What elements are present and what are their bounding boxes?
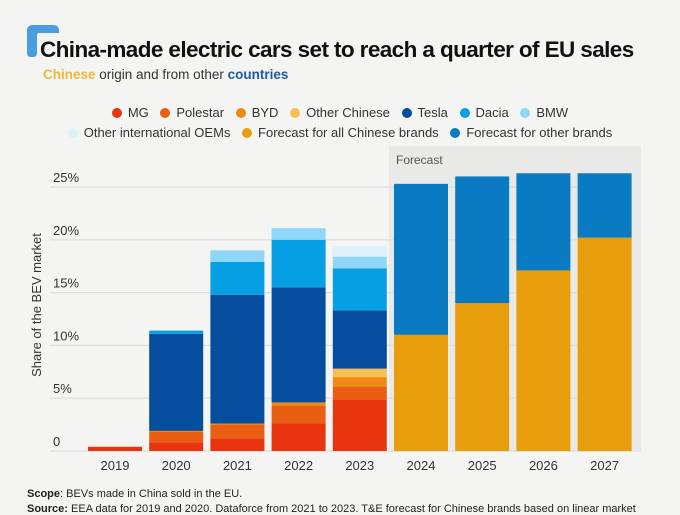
y-tick-label: 0: [53, 434, 60, 449]
bar-segment-tesla-2020: [149, 333, 204, 431]
bar-segment-dacia-2023: [332, 268, 387, 311]
legend-dot-icon: [160, 108, 171, 118]
x-tick-label: 2024: [407, 458, 436, 473]
legend-item-other-chinese: Other Chinese: [290, 103, 390, 123]
bar-segment-mg-2019: [88, 446, 142, 451]
bar-segment-tesla-2022: [271, 287, 326, 403]
bar-segment-dacia-2020: [149, 330, 204, 334]
legend-dot-icon: [111, 108, 122, 118]
legend-item-tesla: Tesla: [401, 103, 448, 123]
chart-legend: MG Polestar BYD Other Chinese Tesla Daci…: [0, 103, 680, 143]
legend-label: Other international OEMs: [83, 125, 231, 140]
bar-segment-forecast-for-other-brands-2026: [516, 173, 571, 271]
legend-dot-icon: [520, 108, 531, 118]
bar-segment-mg-2023: [332, 399, 387, 451]
legend-dot-icon: [290, 108, 301, 118]
legend-item-polestar: Polestar: [160, 103, 224, 123]
source-label: Source:: [27, 503, 68, 515]
legend-label: Forecast for all Chinese brands: [258, 125, 439, 140]
source-text: EEA data for 2019 and 2020. Dataforce fr…: [67, 503, 636, 515]
legend-label: BYD: [251, 105, 279, 120]
y-tick-label: 10%: [53, 328, 79, 343]
x-tick-label: 2025: [468, 458, 497, 473]
footer-source: Source: EEA data for 2019 and 2020. Data…: [27, 503, 636, 515]
bar-segment-dacia-2022: [271, 239, 326, 288]
bar-segment-dacia-2021: [210, 261, 265, 295]
bar-segment-forecast-for-other-brands-2024: [394, 183, 448, 335]
legend-label: MG: [127, 105, 149, 120]
bar-segment-forecast-for-all-chinese-brands-2027: [577, 237, 632, 451]
legend-label: Tesla: [417, 105, 448, 120]
scope-label: Scope: [27, 488, 61, 500]
chart-subtitle: Chinese origin and from other countries: [43, 67, 288, 82]
legend-row-1: MG Polestar BYD Other Chinese Tesla Daci…: [0, 103, 680, 123]
legend-dot-icon: [235, 108, 246, 118]
subtitle-countries: countries: [227, 67, 289, 82]
scope-text: : BEVs made in China sold in the EU.: [60, 488, 243, 500]
x-tick-label: 2026: [529, 458, 558, 473]
bar-segment-bmw-2022: [271, 228, 326, 240]
legend-label: Forecast for other brands: [466, 125, 613, 140]
legend-item-bmw: BMW: [520, 103, 568, 123]
bar-segment-other-chinese-2023: [332, 368, 387, 378]
bar-segment-byd-2021: [210, 423, 265, 425]
legend-dot-icon: [401, 108, 412, 118]
bar-segment-other-international-oems-2023: [332, 246, 387, 257]
bar-segment-polestar-2020: [149, 431, 204, 443]
bar-segment-tesla-2023: [332, 310, 387, 369]
forecast-label: Forecast: [396, 153, 443, 167]
legend-label: Dacia: [475, 105, 509, 120]
bar-segment-polestar-2021: [210, 424, 265, 439]
subtitle-chinese: Chinese: [43, 67, 96, 82]
bar-segment-bmw-2023: [332, 256, 387, 269]
legend-dot-icon: [459, 108, 470, 118]
y-axis-title: Share of the BEV market: [29, 233, 44, 377]
x-tick-label: 2019: [101, 458, 130, 473]
legend-item-forecast-other: Forecast for other brands: [450, 123, 612, 143]
bar-segment-mg-2021: [210, 438, 265, 451]
bar-segment-forecast-for-other-brands-2027: [577, 173, 632, 238]
x-tick-label: 2020: [162, 458, 191, 473]
legend-label: Other Chinese: [306, 105, 390, 120]
legend-item-forecast-chinese: Forecast for all Chinese brands: [242, 123, 439, 143]
legend-dot-icon: [450, 128, 461, 138]
bar-segment-forecast-for-all-chinese-brands-2026: [516, 270, 571, 451]
x-tick-label: 2027: [590, 458, 619, 473]
x-tick-label: 2021: [223, 458, 252, 473]
bar-segment-polestar-2022: [271, 405, 326, 424]
legend-item-byd: BYD: [235, 103, 279, 123]
legend-item-mg: MG: [111, 103, 149, 123]
legend-dot-icon: [242, 128, 253, 138]
bar-segment-tesla-2021: [210, 294, 265, 424]
legend-item-dacia: Dacia: [459, 103, 509, 123]
legend-row-2: Other international OEMs Forecast for al…: [0, 123, 680, 143]
bar-segment-mg-2022: [271, 423, 326, 451]
bar-segment-byd-2022: [271, 402, 326, 406]
chart-title: China-made electric cars set to reach a …: [40, 37, 634, 62]
x-tick-label: 2023: [345, 458, 374, 473]
legend-dot-icon: [67, 128, 78, 138]
bar-segment-byd-2023: [332, 377, 387, 387]
x-tick-label: 2022: [284, 458, 313, 473]
bar-segment-forecast-for-other-brands-2025: [455, 176, 510, 304]
legend-label: Polestar: [176, 105, 225, 120]
y-tick-label: 25%: [53, 170, 79, 185]
y-tick-label: 15%: [53, 276, 79, 291]
bar-segment-forecast-for-all-chinese-brands-2025: [455, 303, 510, 451]
footer-scope: Scope: BEVs made in China sold in the EU…: [27, 488, 242, 500]
bar-segment-polestar-2023: [332, 386, 387, 400]
bar-segment-bmw-2021: [210, 250, 265, 262]
bar-segment-forecast-for-all-chinese-brands-2024: [394, 334, 448, 451]
bar-segment-byd-2020: [149, 430, 204, 432]
y-tick-label: 20%: [53, 223, 79, 238]
brand-logo-icon: [27, 25, 59, 57]
legend-label: BMW: [536, 105, 569, 120]
legend-item-other-international: Other international OEMs: [67, 123, 231, 143]
y-tick-label: 5%: [53, 381, 72, 396]
bar-segment-mg-2020: [149, 442, 204, 451]
subtitle-middle: origin and from other: [95, 67, 228, 82]
